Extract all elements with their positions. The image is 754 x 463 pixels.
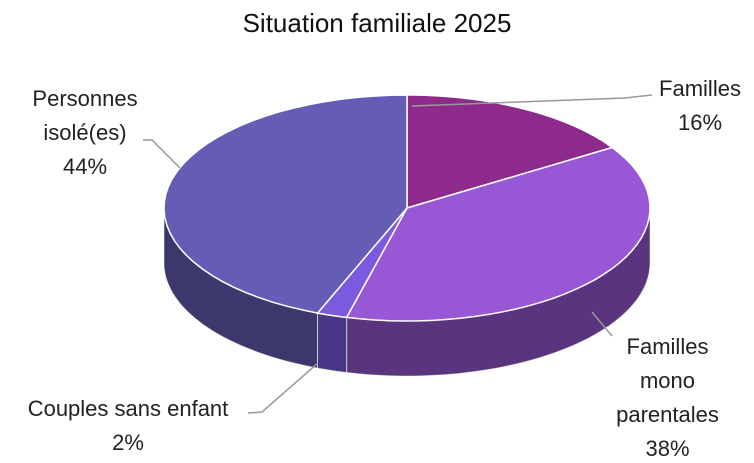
slice-label: Familles mono parentales 38% — [605, 330, 730, 463]
leader-lines — [143, 94, 653, 414]
category-label: Familles — [659, 76, 741, 101]
slice-side-shade — [317, 313, 347, 373]
value-label: 2% — [112, 430, 144, 455]
slice-side-shade — [346, 208, 650, 376]
slice — [345, 146, 651, 322]
slice-label: Couples sans enfant 2% — [0, 392, 256, 460]
slice — [163, 94, 408, 314]
slice-label: Familles 16% — [640, 72, 754, 140]
value-label: 44% — [62, 154, 108, 179]
category-label: Couples sans enfant — [27, 396, 229, 421]
chart-title: Situation familiale 2025 — [242, 8, 512, 38]
slice — [406, 94, 614, 210]
leader-line — [247, 362, 319, 414]
slice-label: Personnes isolé(es) 44% — [25, 82, 145, 184]
value-label: 16% — [677, 110, 723, 135]
leader-line — [143, 139, 181, 169]
slice-side-shade — [164, 208, 318, 369]
leader-line — [411, 94, 653, 107]
category-label: Familles mono parentales — [616, 334, 719, 427]
pie — [163, 94, 651, 377]
value-label: 38% — [645, 436, 690, 461]
leader-line — [591, 311, 613, 337]
category-label: Personnes isolé(es) — [32, 86, 138, 145]
